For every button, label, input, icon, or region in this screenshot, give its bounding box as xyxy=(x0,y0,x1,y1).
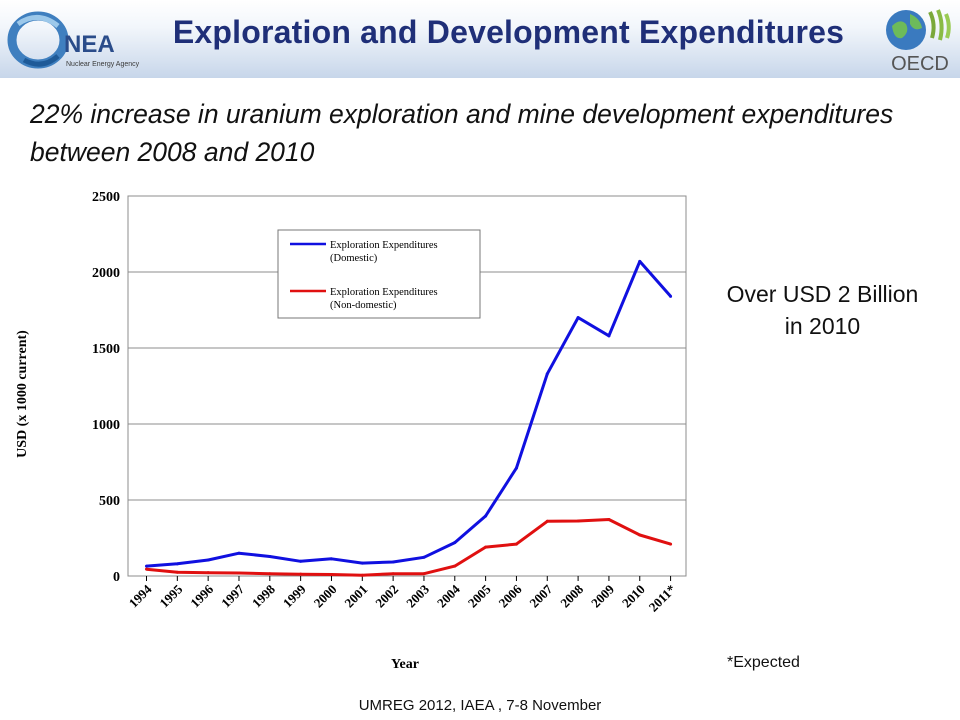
data-point xyxy=(607,517,611,521)
annotation-line-2: in 2010 xyxy=(784,313,861,339)
slide-header: NEA Nuclear Energy Agency Exploration an… xyxy=(0,0,960,78)
data-point xyxy=(576,519,580,523)
data-point xyxy=(422,572,426,576)
data-point xyxy=(329,572,333,576)
y-tick-label: 1500 xyxy=(92,342,120,357)
data-point xyxy=(206,571,210,575)
data-point xyxy=(391,560,395,564)
x-tick-label: 2004 xyxy=(434,581,463,610)
x-tick-label: 2001 xyxy=(341,582,370,611)
data-point xyxy=(299,559,303,563)
y-tick-label: 2500 xyxy=(92,190,120,205)
data-point xyxy=(453,564,457,568)
x-tick-label: 1997 xyxy=(218,581,247,610)
legend-label: (Domestic) xyxy=(330,253,378,264)
slide-subtitle: 22% increase in uranium exploration and … xyxy=(30,99,894,167)
data-point xyxy=(576,316,580,320)
expenditure-line-chart: 0 500 1000 1500 2000 2500 1994 1995 1996 1997 1998… xyxy=(15,190,687,672)
data-point xyxy=(422,555,426,559)
legend-label: (Non-domestic) xyxy=(330,300,397,311)
data-point xyxy=(484,514,488,518)
series-line-non-domestic xyxy=(146,518,672,577)
data-point xyxy=(638,259,642,263)
data-point xyxy=(360,561,364,565)
x-tick-label: 2002 xyxy=(372,582,401,611)
nea-logo: NEA Nuclear Energy Agency xyxy=(7,11,140,69)
annotation-line-1: Over USD 2 Billion xyxy=(726,281,919,307)
x-tick-label: 2009 xyxy=(588,581,617,610)
y-axis-title: USD (x 1000 current) xyxy=(15,330,30,458)
x-tick-label: 1995 xyxy=(156,581,185,610)
oecd-logo: OECD xyxy=(886,9,951,75)
data-point xyxy=(299,572,303,576)
page-title: Exploration and Development Expenditures xyxy=(172,14,845,50)
legend-label: Exploration Expenditures xyxy=(330,287,438,298)
data-point xyxy=(669,542,673,546)
data-point xyxy=(206,558,210,562)
x-tick-label: 2011* xyxy=(646,582,679,615)
data-point xyxy=(144,564,148,568)
oecd-logo-text: OECD xyxy=(891,53,949,75)
x-tick-label: 2010 xyxy=(619,582,648,611)
chart-annotation: Over USD 2 Billion in 2010 xyxy=(700,278,945,342)
data-point xyxy=(237,571,241,575)
nea-logo-text: NEA xyxy=(64,31,115,58)
x-tick-label: 2000 xyxy=(311,582,340,611)
data-point xyxy=(237,551,241,555)
x-tick-label: 1996 xyxy=(187,581,216,610)
data-point xyxy=(175,562,179,566)
data-point xyxy=(514,466,518,470)
x-tick-label: 2006 xyxy=(496,581,525,610)
data-point xyxy=(175,570,179,574)
x-tick-label: 1999 xyxy=(280,581,309,610)
expected-footnote: *Expected xyxy=(727,654,800,671)
data-point xyxy=(453,541,457,545)
slide-footer: UMREG 2012, IAEA , 7-8 November xyxy=(358,697,602,714)
data-point xyxy=(329,557,333,561)
data-point xyxy=(607,334,611,338)
y-tick-label: 1000 xyxy=(92,418,120,433)
data-point xyxy=(360,573,364,577)
x-tick-label: 2003 xyxy=(403,581,432,610)
y-tick-label: 500 xyxy=(99,494,120,509)
x-tick-label: 2005 xyxy=(465,581,494,610)
data-point xyxy=(514,542,518,546)
data-point xyxy=(268,572,272,576)
x-tick-label: 2007 xyxy=(526,581,555,610)
data-point xyxy=(545,372,549,376)
data-point xyxy=(144,567,148,571)
data-point xyxy=(268,555,272,559)
y-tick-label: 0 xyxy=(113,570,120,585)
data-point xyxy=(391,572,395,576)
x-tick-label: 1998 xyxy=(249,581,278,610)
series-line-domestic xyxy=(146,259,672,568)
data-point xyxy=(484,545,488,549)
x-axis-title: Year xyxy=(391,657,419,672)
y-tick-label: 2000 xyxy=(92,266,120,281)
data-point xyxy=(638,533,642,537)
x-tick-label: 1994 xyxy=(126,581,155,610)
data-point xyxy=(669,294,673,298)
x-tick-label: 2008 xyxy=(557,581,586,610)
legend-label: Exploration Expenditures xyxy=(330,240,438,251)
nea-logo-subtext: Nuclear Energy Agency xyxy=(66,61,140,68)
data-point xyxy=(545,519,549,523)
